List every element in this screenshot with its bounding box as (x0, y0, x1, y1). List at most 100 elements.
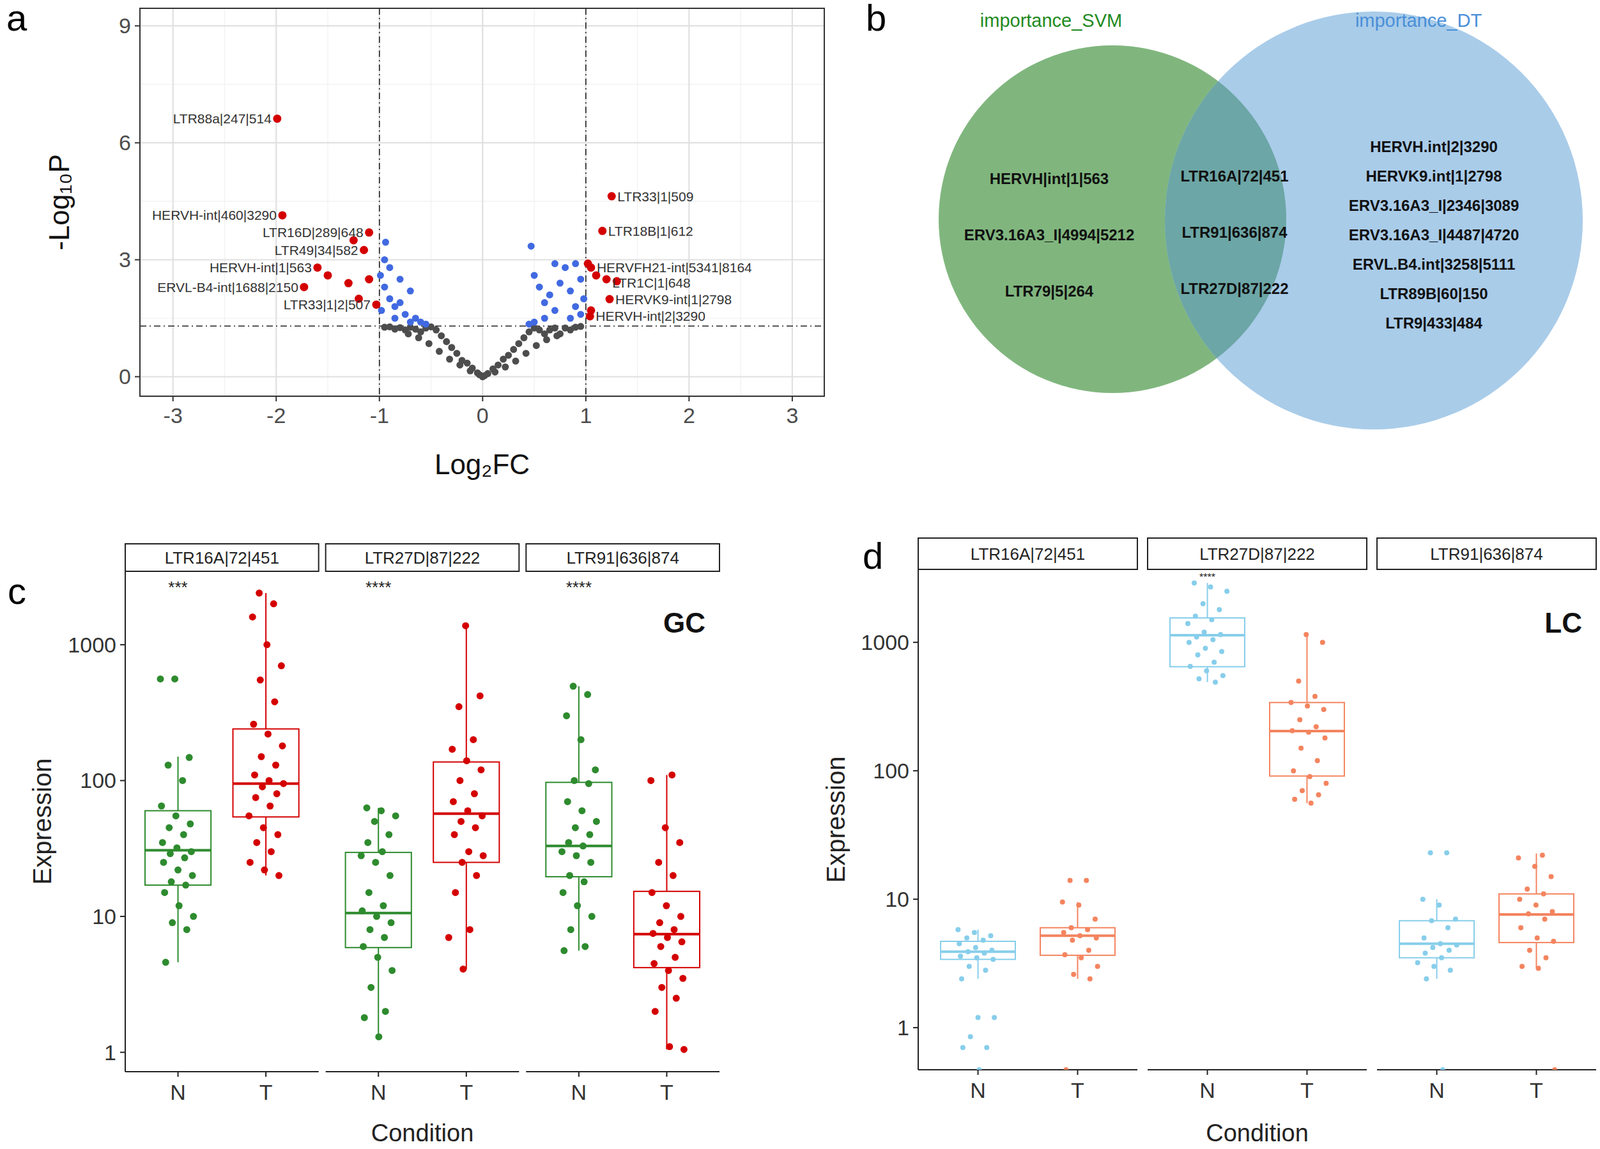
point (375, 1033, 383, 1041)
whisker (1535, 942, 1537, 969)
point (253, 838, 261, 847)
point (576, 310, 585, 318)
point (530, 271, 539, 279)
point (382, 1007, 390, 1015)
point (1201, 629, 1208, 635)
point (461, 622, 470, 630)
whisker (1076, 955, 1078, 979)
tick (1076, 1069, 1078, 1075)
point (1524, 886, 1530, 892)
point (171, 675, 179, 683)
point (990, 956, 996, 962)
point (965, 948, 971, 954)
tick-label: 0 (476, 403, 489, 428)
point (380, 283, 388, 291)
point (359, 943, 367, 951)
point (451, 831, 459, 839)
strip-title: LTR27D|87|222 (1199, 544, 1316, 564)
point (186, 820, 194, 828)
point (570, 776, 578, 785)
marks (545, 682, 700, 1053)
threshold-line (585, 8, 587, 397)
panel-label: c (7, 569, 27, 612)
point (1536, 965, 1542, 971)
point (564, 838, 572, 847)
point (472, 824, 480, 832)
tick (913, 898, 919, 900)
point (182, 881, 190, 889)
tick-label: 10 (884, 886, 910, 912)
point-label: LTR33|1|509 (617, 189, 694, 204)
grid-line (378, 8, 381, 397)
point (380, 323, 388, 331)
point (359, 246, 369, 255)
tick-label: N (1428, 1077, 1445, 1103)
point (1444, 849, 1450, 855)
point (515, 339, 523, 347)
point (1541, 891, 1547, 897)
point (472, 872, 480, 880)
point (556, 279, 564, 287)
significance: **** (566, 577, 592, 597)
point (567, 925, 575, 933)
point (1297, 716, 1303, 723)
minor-grid (533, 8, 535, 397)
point-label: HERVH-int|1|563 (209, 260, 312, 275)
point (173, 844, 181, 852)
point (559, 888, 567, 896)
point (588, 913, 596, 921)
point (425, 339, 433, 347)
point (1224, 588, 1230, 594)
tick-label: 1000 (67, 632, 117, 657)
box (1499, 893, 1574, 943)
point (451, 888, 459, 896)
tick-label: N (1199, 1077, 1216, 1103)
point (657, 943, 665, 951)
tick-label: -3 (163, 403, 183, 428)
threshold-line (139, 325, 825, 327)
point (591, 766, 599, 774)
whisker (578, 686, 580, 783)
point (1323, 780, 1329, 786)
whisker (465, 625, 468, 762)
whisker (578, 876, 580, 951)
box (345, 852, 412, 948)
point (453, 349, 461, 357)
tick-label: 1 (579, 403, 592, 428)
point (1316, 792, 1322, 798)
box (1269, 702, 1345, 776)
whisker (177, 884, 179, 963)
tick (134, 141, 140, 144)
point (1186, 639, 1192, 645)
minor-grid (430, 8, 432, 397)
point (647, 776, 655, 785)
point (466, 367, 474, 375)
point (1061, 929, 1067, 935)
point (267, 847, 275, 855)
tick-label: N (969, 1077, 986, 1103)
point (579, 842, 587, 850)
tick (120, 644, 126, 646)
tick (177, 1071, 179, 1077)
point (566, 872, 574, 880)
strip (1147, 538, 1367, 570)
axis-title: Condition (1205, 1119, 1309, 1147)
point (364, 274, 374, 284)
point (396, 299, 404, 307)
point (279, 780, 287, 788)
venn-item: ERVL.B4.int|3258|5111 (1352, 255, 1516, 273)
significance: *** (168, 577, 188, 597)
point (564, 798, 572, 806)
point (1092, 916, 1098, 922)
tick (134, 258, 140, 261)
point (532, 341, 540, 349)
point (541, 314, 549, 322)
whisker (1306, 634, 1308, 703)
point (382, 238, 390, 247)
whisker (265, 592, 267, 730)
point (373, 913, 381, 921)
strip (325, 543, 520, 572)
point (249, 613, 257, 621)
median (1169, 633, 1245, 637)
point (168, 877, 176, 885)
